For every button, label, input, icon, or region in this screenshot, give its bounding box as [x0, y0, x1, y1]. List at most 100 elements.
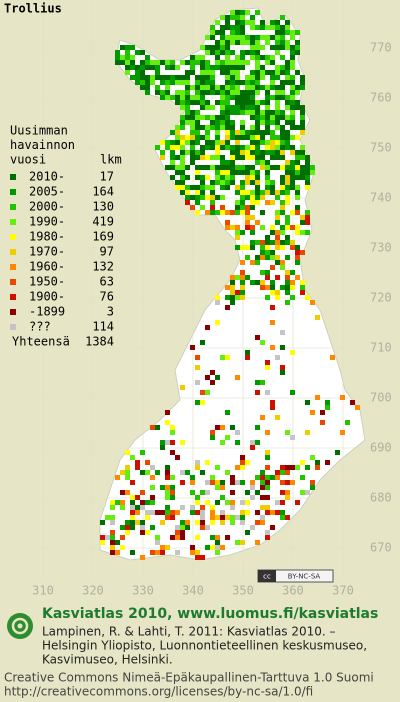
- observation-square: [275, 140, 280, 145]
- observation-square: [180, 145, 185, 150]
- observation-square: [185, 80, 190, 85]
- observation-square: [110, 530, 115, 535]
- observation-square: [245, 170, 250, 175]
- observation-square: [245, 490, 250, 495]
- observation-square: [275, 255, 280, 260]
- legend-swatch: [10, 204, 16, 210]
- observation-square: [215, 90, 220, 95]
- observation-square: [285, 20, 290, 25]
- citation-line: Kasvimuseo, Helsinki.: [42, 653, 173, 667]
- observation-square: [205, 90, 210, 95]
- observation-square: [250, 25, 255, 30]
- observation-square: [255, 475, 260, 480]
- observation-square: [300, 285, 305, 290]
- observation-square: [180, 520, 185, 525]
- observation-square: [250, 195, 255, 200]
- observation-square: [290, 350, 295, 355]
- observation-square: [145, 55, 150, 60]
- observation-square: [210, 520, 215, 525]
- observation-square: [295, 165, 300, 170]
- observation-square: [205, 210, 210, 215]
- observation-square: [240, 285, 245, 290]
- observation-square: [240, 245, 245, 250]
- observation-square: [205, 155, 210, 160]
- observation-square: [150, 500, 155, 505]
- observation-square: [110, 520, 115, 525]
- observation-square: [250, 105, 255, 110]
- legend-count: 164: [92, 185, 114, 199]
- observation-square: [240, 280, 245, 285]
- observation-square: [225, 410, 230, 415]
- observation-square: [265, 200, 270, 205]
- observation-square: [190, 155, 195, 160]
- observation-square: [255, 115, 260, 120]
- observation-square: [265, 465, 270, 470]
- observation-square: [170, 485, 175, 490]
- observation-square: [235, 225, 240, 230]
- observation-square: [235, 275, 240, 280]
- observation-square: [265, 235, 270, 240]
- observation-square: [205, 165, 210, 170]
- observation-square: [290, 240, 295, 245]
- legend-label: ???: [29, 320, 51, 334]
- observation-square: [195, 355, 200, 360]
- observation-square: [120, 525, 125, 530]
- observation-square: [265, 115, 270, 120]
- observation-square: [195, 200, 200, 205]
- observation-square: [245, 275, 250, 280]
- observation-square: [110, 535, 115, 540]
- legend-count: 76: [100, 290, 114, 304]
- observation-square: [165, 495, 170, 500]
- observation-square: [230, 35, 235, 40]
- observation-square: [145, 75, 150, 80]
- observation-square: [225, 80, 230, 85]
- y-tick-label: 670: [370, 541, 392, 555]
- observation-square: [225, 435, 230, 440]
- observation-square: [160, 520, 165, 525]
- observation-square: [240, 465, 245, 470]
- observation-square: [265, 40, 270, 45]
- observation-square: [210, 85, 215, 90]
- observation-square: [240, 145, 245, 150]
- observation-square: [195, 100, 200, 105]
- observation-square: [275, 230, 280, 235]
- observation-square: [245, 135, 250, 140]
- observation-square: [200, 150, 205, 155]
- observation-square: [250, 40, 255, 45]
- observation-square: [270, 190, 275, 195]
- observation-square: [245, 95, 250, 100]
- observation-square: [215, 165, 220, 170]
- observation-square: [175, 75, 180, 80]
- observation-square: [210, 115, 215, 120]
- observation-square: [285, 285, 290, 290]
- legend-swatch: [10, 264, 16, 270]
- observation-square: [300, 165, 305, 170]
- observation-square: [130, 75, 135, 80]
- observation-square: [180, 440, 185, 445]
- observation-square: [280, 40, 285, 45]
- observation-square: [215, 465, 220, 470]
- observation-square: [240, 80, 245, 85]
- observation-square: [145, 60, 150, 65]
- observation-square: [225, 145, 230, 150]
- observation-square: [285, 185, 290, 190]
- observation-square: [210, 45, 215, 50]
- observation-square: [235, 375, 240, 380]
- observation-square: [280, 210, 285, 215]
- observation-square: [135, 80, 140, 85]
- observation-square: [270, 510, 275, 515]
- observation-square: [200, 145, 205, 150]
- observation-square: [265, 250, 270, 255]
- observation-square: [215, 300, 220, 305]
- observation-square: [190, 125, 195, 130]
- observation-square: [160, 75, 165, 80]
- observation-square: [290, 50, 295, 55]
- citation-line: Helsingin Yliopisto, Luonnontieteellinen…: [42, 639, 367, 653]
- observation-square: [240, 515, 245, 520]
- observation-square: [250, 440, 255, 445]
- observation-square: [250, 140, 255, 145]
- observation-square: [185, 195, 190, 200]
- observation-square: [285, 200, 290, 205]
- observation-square: [240, 455, 245, 460]
- observation-square: [290, 270, 295, 275]
